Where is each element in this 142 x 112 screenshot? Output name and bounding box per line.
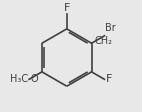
- Text: H₃C: H₃C: [10, 74, 28, 84]
- Text: F: F: [106, 74, 112, 84]
- Text: CH₂: CH₂: [95, 36, 113, 46]
- Text: F: F: [64, 3, 70, 13]
- Text: Br: Br: [105, 23, 116, 33]
- Text: O: O: [31, 74, 38, 84]
